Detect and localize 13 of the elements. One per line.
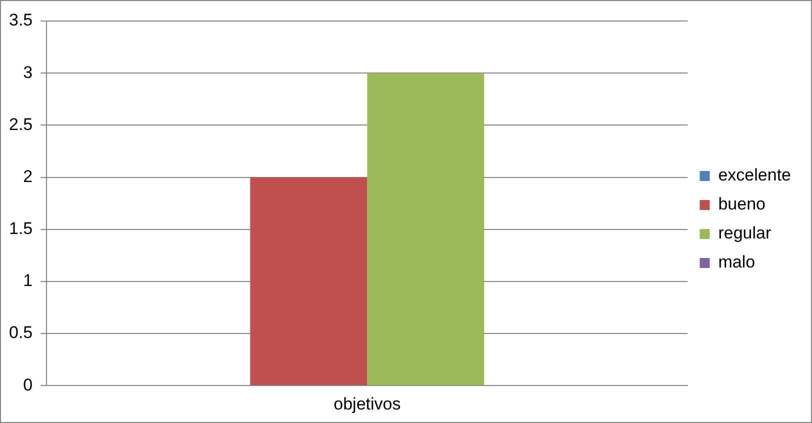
y-tick-label: 0.5: [8, 323, 33, 342]
y-tick-label: 1.5: [8, 219, 33, 238]
y-tick-label: 3.5: [8, 10, 33, 30]
legend-label: excelente: [718, 166, 792, 185]
legend-label: malo: [718, 252, 756, 272]
legend-label: regular: [718, 224, 772, 243]
y-tick-label: 2.5: [8, 114, 33, 134]
y-tick-label: 3: [23, 62, 33, 82]
y-tick-label: 1: [23, 271, 33, 290]
x-tick-label: objetivos: [334, 394, 401, 414]
y-tick-label: 0: [23, 375, 33, 394]
legend-label: bueno: [718, 194, 766, 214]
y-tick-label: 2: [23, 166, 33, 186]
